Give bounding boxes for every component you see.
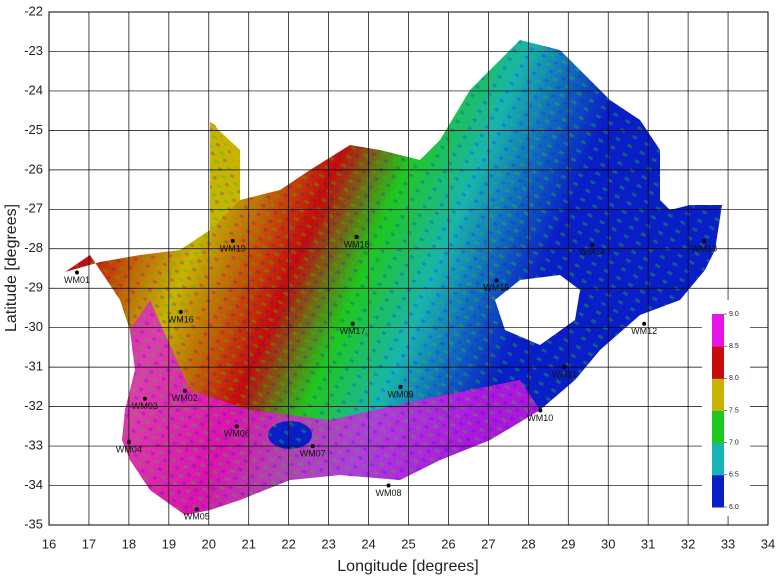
x-tick-label: 21 [241,536,255,551]
colorbar-swatch [712,314,724,347]
station-label: WM14 [579,247,605,257]
station-label: WM17 [340,326,366,336]
y-tick-label: -33 [24,438,43,453]
x-axis-title: Longitude [degrees] [337,558,478,575]
station-marker [74,270,79,275]
station-label: WM05 [184,512,210,522]
station-label: WM15 [483,283,509,293]
station-marker [230,238,235,243]
station-marker [142,396,147,401]
station-marker [642,321,647,326]
y-tick-label: -35 [24,516,43,531]
station-marker [494,278,499,283]
colorbar-label: 8.0 [729,375,739,382]
colorbar-label: 8.5 [729,343,739,350]
station-marker [386,483,391,488]
colorbar-swatch [712,378,724,411]
colorbar-swatch [712,474,724,508]
station-label: WM02 [172,393,198,403]
x-tick-label: 16 [42,536,56,551]
station-marker [350,321,355,326]
y-tick-label: -29 [24,280,43,295]
x-tick-label: 17 [82,536,96,551]
x-tick-label: 30 [601,536,615,551]
colorbar-label: 7.0 [729,440,739,447]
colorbar-label: 6.5 [729,472,739,479]
station-label: WM12 [631,326,657,336]
y-tick-label: -32 [24,398,43,413]
y-tick-label: -27 [24,201,43,216]
x-tick-label: 19 [162,536,176,551]
station-marker [538,408,543,413]
colorbar-label: 7.5 [729,407,739,414]
y-tick-label: -34 [24,477,43,492]
station-marker [702,238,707,243]
station-label: WM10 [527,413,553,423]
x-tick-label: 33 [721,536,735,551]
station-label: WM08 [376,488,402,498]
station-label: WM16 [168,314,194,324]
colorbar-swatch [712,410,724,444]
station-marker [590,242,595,247]
y-tick-label: -30 [24,319,43,334]
texture [65,40,722,515]
y-tick-label: -22 [24,3,43,18]
colorbar-swatch [712,442,724,476]
y-tick-label: -31 [24,359,43,374]
station-label: WM04 [116,445,142,455]
x-tick-label: 29 [561,536,575,551]
colorbar-swatch [712,346,724,379]
station-marker [398,384,403,389]
station-label: WM06 [224,429,250,439]
x-tick-label: 25 [401,536,415,551]
station-label: WM18 [344,239,370,249]
station-marker [562,365,567,370]
station-marker [310,444,315,449]
x-tick-label: 31 [641,536,655,551]
x-tick-label: 24 [361,536,375,551]
y-tick-label: -24 [24,82,43,97]
colorbar-label: 6.0 [729,504,739,511]
x-tick-label: 22 [281,536,295,551]
x-tick-label: 26 [441,536,455,551]
station-marker [126,440,131,445]
y-tick-label: -28 [24,240,43,255]
station-marker [178,309,183,314]
x-tick-label: 18 [122,536,136,551]
station-label: WM11 [552,370,577,380]
x-tick-label: 20 [202,536,216,551]
y-tick-label: -25 [24,122,43,137]
station-marker [182,388,187,393]
station-marker [234,424,239,429]
station-label: WM13 [691,243,717,253]
x-tick-label: 32 [681,536,695,551]
station-label: WM01 [64,275,90,285]
station-label: WM03 [132,401,158,411]
y-axis-title: Latitude [degrees] [3,204,20,332]
y-tick-label: -26 [24,161,43,176]
colorbar-label: 9.0 [729,311,739,318]
x-tick-label: 28 [521,536,535,551]
x-tick-label: 34 [761,536,775,551]
station-label: WM07 [300,448,326,458]
station-marker [194,507,199,512]
x-tick-label: 23 [321,536,335,551]
station-label: WM19 [220,243,246,253]
y-tick-label: -23 [24,43,43,58]
station-label: WM09 [388,389,414,399]
x-tick-label: 27 [481,536,495,551]
colorbar-bg [702,300,750,516]
station-marker [354,234,359,239]
